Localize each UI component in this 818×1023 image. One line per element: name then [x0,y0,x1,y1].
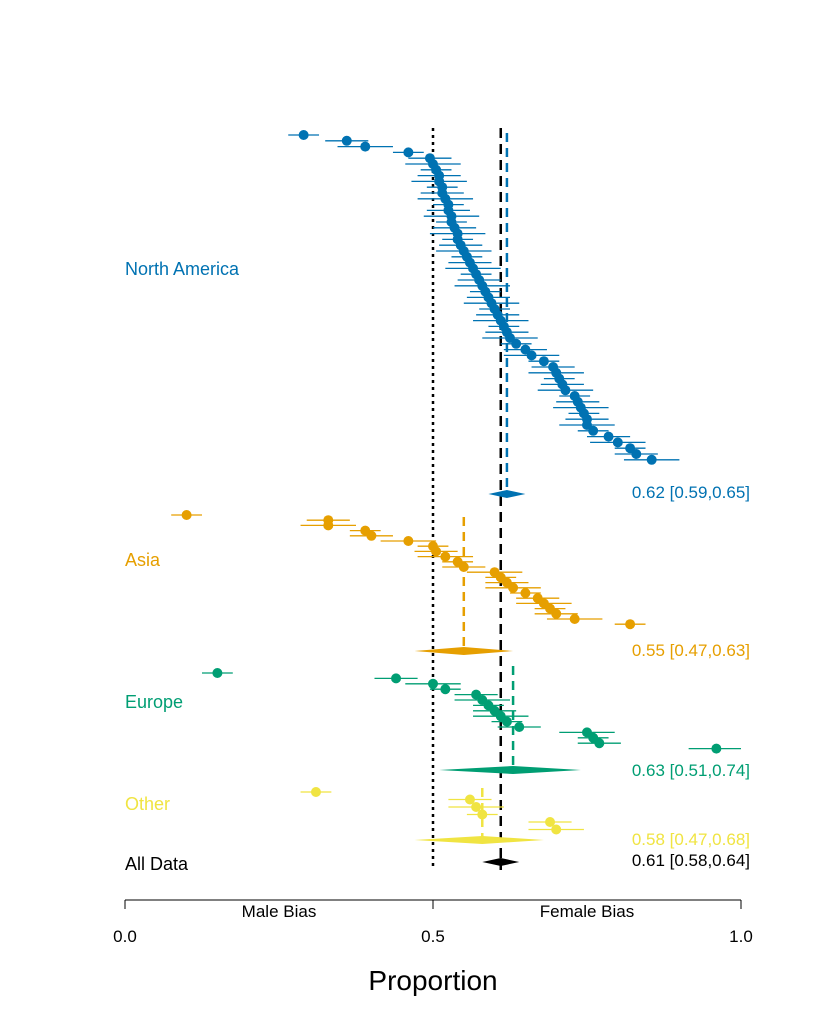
reference-lines [431,128,503,870]
data-point [391,673,402,684]
group-north-america: North America 0.62 [0.59,0.65] [125,130,750,502]
data-point [545,817,556,827]
group-series: North America 0.62 [0.59,0.65] Asia 0.55 [0… [125,130,750,874]
data-point [508,582,519,593]
summary-diamond [414,647,514,655]
data-point [588,425,599,436]
data-point [569,614,580,624]
data-point [538,356,549,367]
data-point [711,743,722,754]
data-point [625,619,636,630]
group-other: Other 0.58 [0.47,0.68] [125,787,750,849]
x-axis: 0.0 0.5 1.0 Male Bias Female Bias Proporti… [113,899,753,996]
data-point [603,431,614,442]
male-bias-label: Male Bias [242,902,317,921]
data-point [560,385,571,396]
data-point [428,678,438,689]
data-point [360,141,371,152]
group-label: All Data [125,854,189,874]
summary-label: 0.61 [0.58,0.64] [632,851,750,870]
data-point [440,551,451,562]
data-point [403,147,414,158]
group-label: Asia [125,550,161,570]
summary-diamond [439,766,581,774]
data-point [212,668,223,678]
data-point [471,802,482,812]
data-point [181,510,192,520]
group-all-data: All Data 0.61 [0.58,0.64] [125,851,750,874]
data-point [511,338,522,349]
data-point [551,824,562,835]
summary-label: 0.63 [0.51,0.74] [632,761,750,780]
summary-diamond [482,858,520,866]
x-tick-label: 1.0 [729,927,753,946]
group-asia: Asia 0.55 [0.47,0.63] [125,510,750,660]
data-point [501,716,512,727]
data-point [464,794,475,805]
x-axis-ticks: 0.0 0.5 1.0 [113,900,753,946]
summary-diamond [488,490,526,498]
data-point [298,130,309,140]
data-point [631,449,642,459]
data-point [403,536,414,546]
x-tick-label: 0.5 [421,927,445,946]
data-point [341,135,352,146]
summary-label: 0.58 [0.47,0.68] [632,830,750,849]
data-point [477,809,488,820]
group-label: Other [125,794,170,814]
data-point [551,608,562,619]
x-tick-label: 0.0 [113,927,137,946]
data-point [612,437,623,448]
data-point [514,722,525,732]
data-point [366,530,377,541]
group-label: North America [125,259,240,279]
summary-diamond [414,836,544,844]
summary-label: 0.55 [0.47,0.63] [632,641,750,660]
group-europe: Europe 0.63 [0.51,0.74] [125,666,750,780]
data-point [526,350,537,361]
data-point [431,546,442,557]
group-label: Europe [125,692,183,712]
x-axis-title: Proportion [368,965,497,996]
data-point [594,738,605,749]
data-point [323,520,334,531]
data-point [440,684,451,695]
data-point [646,454,657,465]
data-point [310,787,321,797]
female-bias-label: Female Bias [540,902,634,921]
summary-label: 0.62 [0.59,0.65] [632,483,750,502]
data-point [520,588,531,598]
